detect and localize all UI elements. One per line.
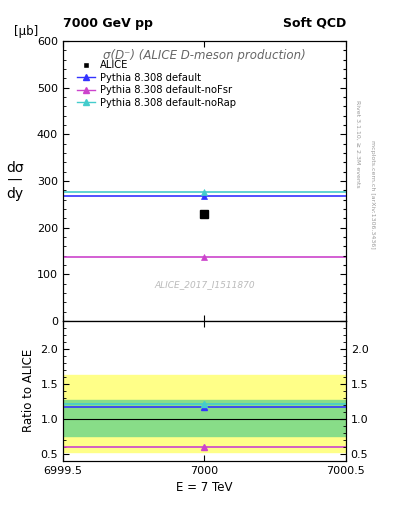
Bar bbox=[63, 400, 346, 436]
X-axis label: E = 7 TeV: E = 7 TeV bbox=[176, 481, 233, 494]
Text: ALICE_2017_I1511870: ALICE_2017_I1511870 bbox=[154, 280, 255, 289]
Text: Soft QCD: Soft QCD bbox=[283, 17, 346, 30]
Y-axis label: Ratio to ALICE: Ratio to ALICE bbox=[22, 349, 35, 433]
Bar bbox=[63, 375, 346, 452]
Text: σ(D⁻) (ALICE D-meson production): σ(D⁻) (ALICE D-meson production) bbox=[103, 49, 306, 62]
Text: [μb]: [μb] bbox=[14, 25, 38, 38]
Text: mcplots.cern.ch [arXiv:1306.3436]: mcplots.cern.ch [arXiv:1306.3436] bbox=[370, 140, 375, 249]
Text: 7000 GeV pp: 7000 GeV pp bbox=[63, 17, 153, 30]
Legend: ALICE, Pythia 8.308 default, Pythia 8.308 default-noFsr, Pythia 8.308 default-no: ALICE, Pythia 8.308 default, Pythia 8.30… bbox=[73, 57, 239, 111]
Text: Rivet 3.1.10, ≥ 2.3M events: Rivet 3.1.10, ≥ 2.3M events bbox=[356, 99, 361, 187]
Y-axis label: dσ
―
dy: dσ ― dy bbox=[6, 161, 24, 201]
